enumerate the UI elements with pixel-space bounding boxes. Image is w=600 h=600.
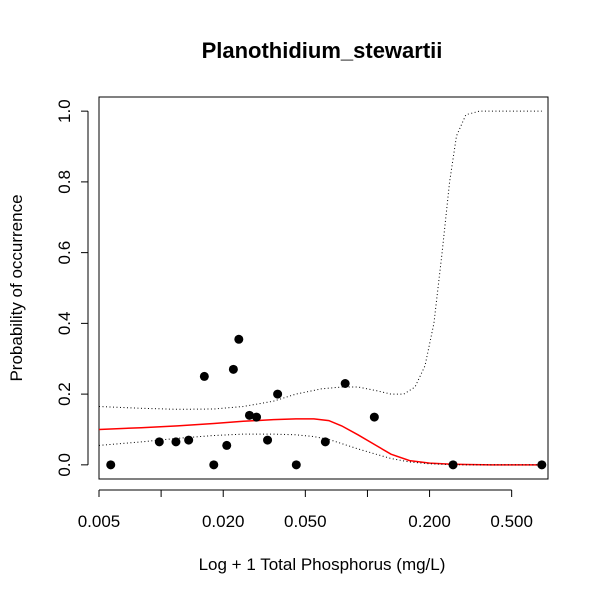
data-point xyxy=(222,440,232,450)
y-tick-label: 0.8 xyxy=(55,170,74,194)
data-point xyxy=(273,389,283,399)
data-point xyxy=(209,460,219,470)
fitted-curve xyxy=(98,418,542,466)
data-point xyxy=(154,437,164,447)
y-tick-label: 0.6 xyxy=(55,241,74,265)
data-point xyxy=(369,412,379,422)
y-tick-label: 0.4 xyxy=(55,312,74,336)
data-point xyxy=(448,460,458,470)
x-tick-label: 0.020 xyxy=(202,512,245,531)
x-tick-label: 0.200 xyxy=(408,512,451,531)
x-axis-label: Log + 1 Total Phosphorus (mg/L) xyxy=(199,555,446,574)
y-axis: 0.0 0.2 0.4 0.6 0.8 1.0 xyxy=(55,99,89,477)
data-point xyxy=(171,437,181,447)
data-points xyxy=(106,334,547,470)
y-tick-label: 1.0 xyxy=(55,99,74,123)
plot-frame xyxy=(98,96,549,480)
y-tick-label: 0.2 xyxy=(55,382,74,406)
data-point xyxy=(263,435,273,445)
x-tick-label: 0.500 xyxy=(490,512,533,531)
confidence-bound xyxy=(98,433,542,466)
data-point xyxy=(106,460,116,470)
data-point xyxy=(291,460,301,470)
chart-title: Planothidium_stewartii xyxy=(202,38,443,63)
y-axis-label: Probability of occurrence xyxy=(7,194,26,381)
x-tick-label: 0.050 xyxy=(284,512,327,531)
data-point xyxy=(228,364,238,374)
data-point xyxy=(252,412,262,422)
data-point xyxy=(244,410,254,420)
data-point xyxy=(537,460,547,470)
y-tick-label: 0.0 xyxy=(55,453,74,477)
curves xyxy=(98,110,542,466)
data-point xyxy=(199,371,209,381)
data-point xyxy=(320,437,330,447)
data-point xyxy=(234,334,244,344)
data-point xyxy=(340,379,350,388)
x-tick-label: 0.005 xyxy=(78,512,121,531)
x-axis: 0.005 0.020 0.050 0.200 0.500 xyxy=(78,489,533,531)
confidence-bound xyxy=(98,110,542,410)
data-point xyxy=(184,435,194,445)
